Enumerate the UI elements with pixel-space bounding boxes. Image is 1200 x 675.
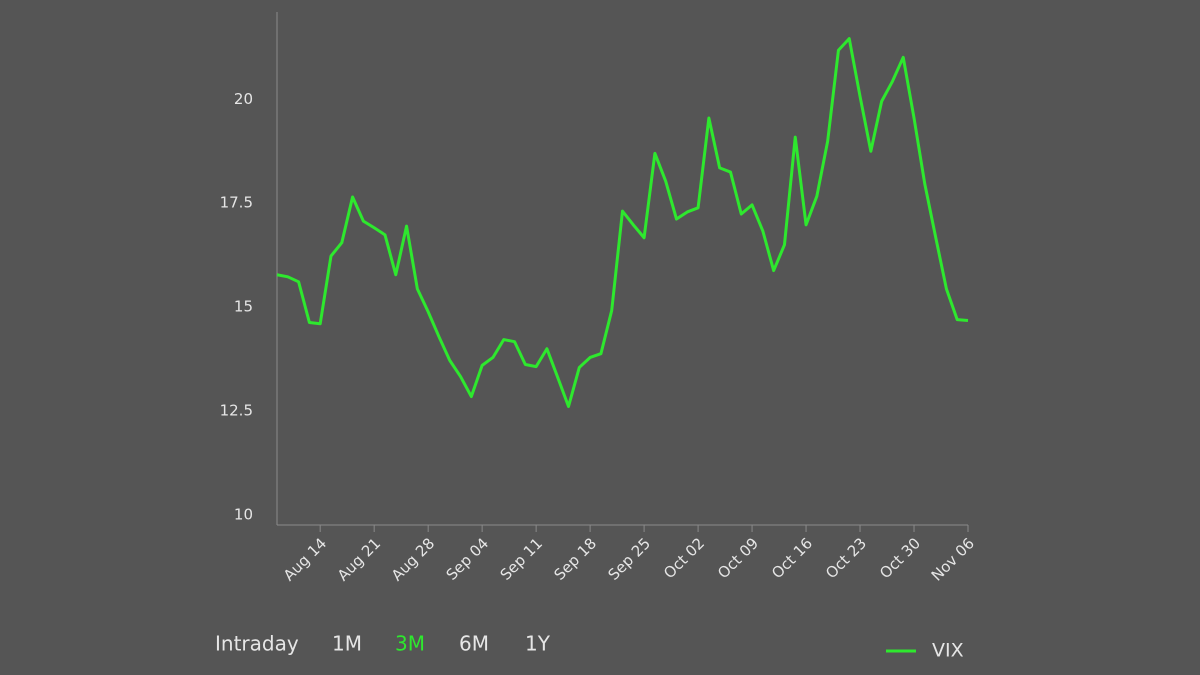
range-button[interactable]: 1M xyxy=(332,632,362,656)
y-tick-label: 12.5 xyxy=(220,402,253,420)
range-button[interactable]: 3M xyxy=(395,632,425,656)
y-tick-label: 20 xyxy=(234,90,253,108)
y-tick-label: 17.5 xyxy=(220,194,253,212)
range-button[interactable]: 6M xyxy=(459,632,489,656)
y-tick-label: 10 xyxy=(234,506,253,524)
range-button[interactable]: Intraday xyxy=(215,632,299,656)
data-line xyxy=(276,37,969,409)
range-button[interactable]: 1Y xyxy=(525,632,551,656)
y-tick-label: 15 xyxy=(234,298,253,316)
legend-label: VIX xyxy=(932,640,964,662)
